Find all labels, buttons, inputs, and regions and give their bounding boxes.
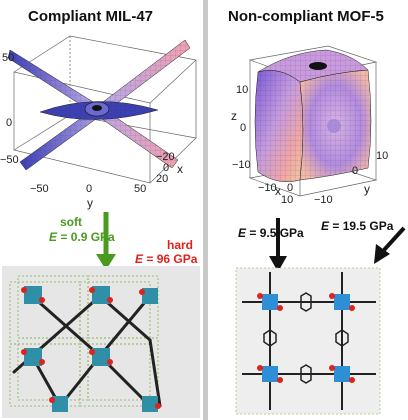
node [139, 288, 158, 304]
right-z-tick-1: 10 [236, 84, 249, 96]
right-panel-title: Non-compliant MOF-5 [228, 8, 384, 25]
mof5-surface [254, 49, 372, 182]
right-y-tick-2: 0 [352, 165, 359, 177]
node [142, 396, 161, 412]
soft-label: soft [60, 215, 82, 229]
right-x-tick-2: 0 [287, 182, 294, 194]
panel-divider [203, 0, 208, 420]
mil47-framework [2, 266, 200, 418]
left-panel-title: Compliant MIL-47 [28, 8, 154, 25]
cluster [257, 293, 283, 311]
left-x-tick-2: 0 [163, 162, 170, 174]
soft-arrow [96, 212, 116, 270]
left-y-axis-label: y [87, 196, 93, 210]
node [89, 348, 113, 366]
right-y-tick-3: 10 [376, 150, 389, 162]
soft-value: E = 0.9 GPa [49, 230, 115, 244]
hard-label: hard [167, 238, 194, 252]
left-y-tick-2: 0 [86, 183, 93, 195]
cluster [329, 365, 355, 383]
right-x-tick-3: 10 [281, 194, 294, 206]
e2-value: E = 19.5 GPa [321, 219, 393, 233]
left-x-axis-label: x [177, 162, 183, 176]
right-x-tick-1: −10 [258, 182, 277, 194]
e2-arrow [374, 226, 406, 264]
e2-value-text: = 19.5 GPa [332, 219, 394, 233]
mil47-surface [7, 39, 191, 171]
left-z-tick-3: −50 [0, 154, 19, 166]
right-y-tick-1: −10 [314, 194, 333, 206]
node [21, 286, 45, 304]
node [21, 348, 45, 366]
right-z-tick-3: −10 [232, 159, 251, 171]
hard-value: E = 96 GPa [135, 252, 197, 266]
right-y-axis-label: y [364, 182, 370, 196]
left-x-tick-3: 20 [156, 173, 169, 185]
hard-value-text: = 96 GPa [146, 252, 198, 266]
mil47-box [13, 35, 197, 184]
e1-value-text: = 9.5 GPa [249, 226, 304, 240]
right-x-axis-label: x [275, 184, 281, 198]
left-y-tick-3: 50 [134, 183, 147, 195]
node [89, 286, 113, 304]
right-z-tick-2: 0 [240, 122, 247, 134]
mof5-framework [235, 267, 381, 415]
right-z-axis-label: z [231, 109, 237, 123]
left-z-tick-1: 50 [2, 52, 15, 64]
left-x-tick-1: −20 [156, 151, 175, 163]
cluster [257, 365, 283, 383]
soft-E-symbol: E [49, 230, 58, 244]
e1-E-symbol: E [238, 226, 247, 240]
e2-E-symbol: E [321, 219, 330, 233]
e1-arrow [269, 218, 287, 272]
e1-value: E = 9.5 GPa [238, 226, 304, 240]
left-z-tick-2: 0 [6, 117, 13, 129]
cluster [329, 293, 355, 311]
left-y-tick-1: −50 [30, 183, 49, 195]
hard-E-symbol: E [135, 252, 144, 266]
soft-value-text: = 0.9 GPa [60, 230, 115, 244]
node [49, 396, 68, 412]
